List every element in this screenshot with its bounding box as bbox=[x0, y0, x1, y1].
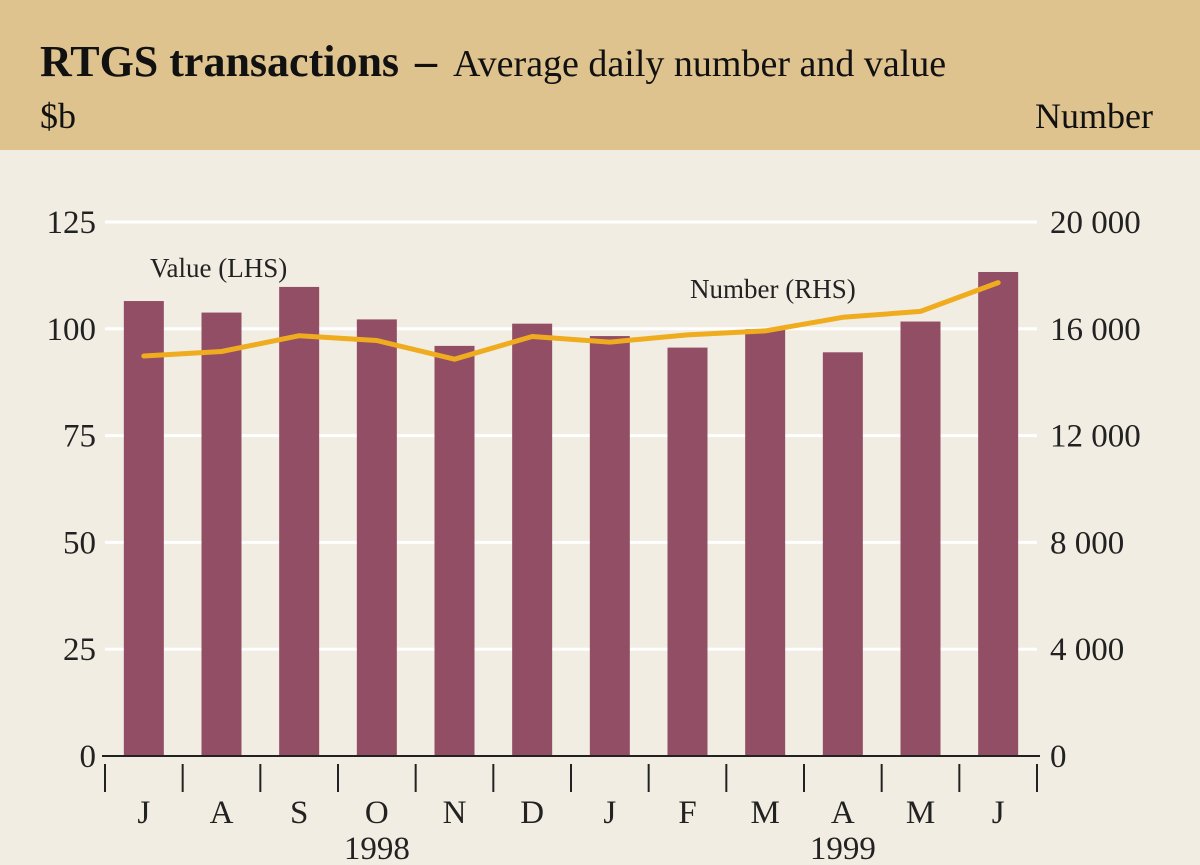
number-series-line bbox=[141, 280, 1001, 362]
value-bar-8 bbox=[745, 329, 786, 756]
month-label-10: M bbox=[906, 795, 935, 831]
value-bar-1 bbox=[201, 312, 242, 756]
value-series-label: Value (LHS) bbox=[150, 253, 287, 283]
month-label-1: A bbox=[210, 795, 234, 831]
right-unit-label: Number bbox=[1035, 96, 1153, 136]
year-label-1: 1999 bbox=[810, 831, 876, 865]
month-label-8: M bbox=[750, 795, 779, 831]
axes bbox=[102, 755, 1040, 792]
left-tick-label-0: 0 bbox=[80, 739, 97, 775]
right-tick-label-1: 4 000 bbox=[1050, 632, 1124, 668]
month-label-2: S bbox=[290, 795, 308, 831]
gridlines bbox=[105, 220, 1037, 651]
left-unit-label: $b bbox=[40, 96, 76, 136]
right-tick-label-3: 12 000 bbox=[1050, 419, 1141, 455]
left-axis-ticks: 0 25 50 75 100 125 bbox=[47, 205, 97, 775]
value-bar-5 bbox=[512, 323, 553, 756]
year-label-0: 1998 bbox=[344, 831, 410, 865]
month-label-4: N bbox=[443, 795, 467, 831]
value-bar-10 bbox=[900, 321, 941, 756]
chart-title: RTGS transactions – Average daily number… bbox=[40, 37, 946, 86]
month-label-7: F bbox=[678, 795, 696, 831]
month-label-9: A bbox=[831, 795, 855, 831]
title-separator: – bbox=[414, 37, 438, 86]
left-tick-label-2: 50 bbox=[63, 525, 96, 561]
header-band bbox=[0, 0, 1200, 150]
value-bar-7 bbox=[667, 347, 708, 756]
number-line bbox=[141, 280, 1001, 362]
x-axis-labels: J A S O N D J F M A M J 1998 1999 bbox=[137, 795, 1004, 865]
month-label-6: J bbox=[603, 795, 616, 831]
value-bar-11 bbox=[978, 271, 1019, 756]
value-bars bbox=[123, 271, 1019, 756]
value-bar-0 bbox=[123, 301, 164, 756]
left-tick-label-3: 75 bbox=[63, 419, 96, 455]
right-tick-label-2: 8 000 bbox=[1050, 525, 1124, 561]
title-main: RTGS transactions bbox=[40, 37, 399, 86]
left-tick-label-5: 125 bbox=[47, 205, 97, 241]
month-label-0: J bbox=[137, 795, 150, 831]
right-tick-label-4: 16 000 bbox=[1050, 312, 1141, 348]
value-bar-4 bbox=[434, 345, 475, 756]
value-bar-6 bbox=[589, 336, 630, 756]
right-axis-ticks: 0 4 000 8 000 12 000 16 000 20 000 bbox=[1050, 205, 1141, 775]
right-tick-label-0: 0 bbox=[1050, 739, 1067, 775]
month-label-5: D bbox=[520, 795, 544, 831]
left-tick-label-1: 25 bbox=[63, 632, 96, 668]
month-label-11: J bbox=[992, 795, 1005, 831]
right-tick-label-5: 20 000 bbox=[1050, 205, 1141, 241]
left-tick-label-4: 100 bbox=[47, 312, 97, 348]
value-bar-9 bbox=[822, 352, 863, 756]
value-bar-2 bbox=[279, 286, 320, 756]
chart-subtitle: Average daily number and value bbox=[453, 43, 946, 85]
month-label-3: O bbox=[365, 795, 389, 831]
number-series-label: Number (RHS) bbox=[690, 274, 856, 304]
value-bar-3 bbox=[356, 319, 397, 756]
